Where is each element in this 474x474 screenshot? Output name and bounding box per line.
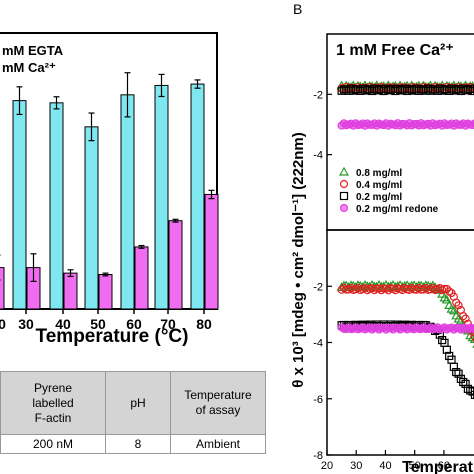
cd-xtick-label: 50 — [409, 460, 421, 472]
cd-legend-marker-0-4-mg-ml — [339, 179, 349, 189]
cd-bottom-point-0-4-mg-ml — [459, 311, 468, 321]
table-header-pyrene-text: Pyrene labelled F-actin — [32, 380, 74, 425]
table-header-ph-text: pH — [130, 395, 146, 410]
bar-x-tick-label-80: 80 — [196, 316, 212, 332]
bar-x-tick-label-50: 50 — [90, 316, 106, 332]
cd-bottom-point-0-2-mg-ml — [470, 390, 474, 400]
bar-egta-70 — [154, 84, 169, 310]
cd-bottom-point-0-4-mg-ml — [454, 301, 463, 310]
cd-xtick-label: 60 — [438, 460, 450, 472]
cd-top-point-0-2-mg-ml — [468, 86, 474, 96]
cd-legend-marker-0-8-mg-ml — [338, 166, 350, 176]
bar-marks — [0, 72, 219, 310]
cd-bottom-point-0-2-mg-ml — [440, 338, 449, 347]
cd-top-ytick-label: -4 — [313, 150, 323, 162]
cd-bottom-point-0-2-mg-ml — [454, 369, 463, 378]
cd-legend-marker-0-2-mg-ml — [339, 191, 349, 201]
bar-ca-50 — [98, 274, 113, 310]
cd-top-ytick-label: -2 — [313, 89, 323, 101]
bar-ca-partial — [0, 267, 5, 310]
cd-bottom-point-0-2-mg-ml — [449, 362, 458, 371]
cd-bottom-ytick-label: -8 — [313, 450, 323, 462]
cd-bottom-point-0-8-mg-ml — [441, 294, 452, 304]
panel-label-b: B — [293, 1, 302, 17]
cd-legend-label-0-2-mg-ml: 0.2 mg/ml — [356, 192, 402, 203]
table-header-ph: pH — [105, 371, 171, 435]
cd-bottom-point-0-2-mg-ml — [468, 387, 474, 396]
bar-ca-70 — [168, 220, 183, 310]
bar-egta-50 — [84, 126, 99, 310]
table-header-temperature-text: Temperature of assay — [184, 388, 252, 417]
cd-xtick-label: 40 — [379, 460, 391, 472]
bar-x-tick-label-70: 70 — [160, 316, 176, 332]
cd-bottom-point-0-8-mg-ml — [446, 303, 457, 313]
bar-egta-30 — [12, 100, 27, 310]
cd-chart: B -2-4-2-4-6-820 30 40 50 60 1 mM Free Ca²⁺ … — [290, 1, 474, 474]
table-cell-temperature: Ambient — [170, 434, 266, 454]
cd-annotation: 1 mM Free Ca²⁺ — [336, 42, 454, 59]
bar-x-tick-label-40: 40 — [55, 316, 71, 332]
bar-legend-entry-egta: mM EGTA — [2, 43, 64, 58]
bar-egta-80 — [190, 83, 205, 310]
cd-bottom-point-0-4-mg-ml — [442, 284, 451, 294]
bar-ca-80 — [204, 193, 219, 310]
cd-x-axis-label: Temperature — [402, 459, 474, 474]
cd-legend-label-0-8-mg-ml: 0.8 mg/ml — [356, 168, 402, 179]
cd-bottom-point-0-2-mg-ml — [463, 384, 472, 393]
table-cell-ph: 8 — [105, 434, 171, 454]
cd-bottom-point-0-2-mg-ml — [452, 367, 461, 377]
cd-axis-ticks: -2 -4 -2 -4 -6 -820 30 40 50 60 — [313, 89, 450, 472]
cd-legend-marker-0-2-mg-ml-redone — [339, 203, 349, 213]
cd-bottom-ytick-label: -6 — [313, 394, 323, 406]
bar-chart: 30 40 50 60 70 80 0 Temperature (°C) mM EGTA m… — [0, 32, 219, 347]
cd-legend: 0.8 mg/ml0.4 mg/ml0.2 mg/ml0.2 mg/ml red… — [338, 166, 439, 215]
cd-bottom-point-0-4-mg-ml — [461, 314, 470, 323]
cd-bottom-point-0-2-mg-ml — [442, 345, 451, 354]
bar-ca-60 — [134, 246, 149, 310]
table-cell-concentration: 200 nM — [0, 434, 106, 454]
bar-legend-entry-ca: mM Ca²⁺ — [2, 60, 56, 75]
cd-bottom-point-0-4-mg-ml — [470, 332, 474, 341]
bar-x-axis-label: Temperature (°C) — [36, 326, 189, 347]
cd-bottom-frame — [326, 229, 474, 456]
cd-legend-label-0-4-mg-ml: 0.4 mg/ml — [356, 180, 402, 191]
cd-bottom-point-0-8-mg-ml — [448, 305, 459, 315]
bar-egta-40 — [49, 102, 64, 310]
cd-top-point-0-2-mg-ml — [470, 84, 474, 93]
table-header-pyrene: Pyrene labelled F-actin — [0, 371, 106, 435]
table-header-temperature: Temperature of assay — [170, 371, 266, 435]
cd-y-axis-label: θ x 10³ [mdeg • cm² dmol⁻¹] (222nm) — [290, 132, 307, 387]
cd-data-points — [336, 80, 474, 400]
cd-bottom-ytick-label: -4 — [313, 338, 323, 350]
bar-x-tick-label-30: 30 — [18, 316, 34, 332]
bar-x-tick-label-partial: 0 — [0, 316, 6, 332]
cd-bottom-point-0-4-mg-ml — [445, 287, 454, 296]
cd-bottom-point-0-2-mg-ml — [438, 335, 447, 345]
cd-bottom-point-0-4-mg-ml — [440, 284, 449, 294]
bar-egta-60 — [120, 94, 135, 310]
assay-conditions-table: Pyrene labelled F-actin pH Temperature o… — [0, 371, 266, 454]
bar-x-ticks: 30 40 50 60 70 80 0 — [0, 309, 212, 332]
cd-bottom-ytick-label: -2 — [313, 281, 323, 293]
bar-ca-40 — [63, 272, 78, 310]
cd-legend-label-0-2-mg-ml-redone: 0.2 mg/ml redone — [356, 204, 439, 215]
cd-xtick-label: 20 — [321, 460, 333, 472]
cd-bottom-point-0-2-mg-ml — [459, 377, 468, 387]
bar-x-tick-label-60: 60 — [126, 316, 142, 332]
cd-xtick-label: 30 — [350, 460, 362, 472]
cd-bottom-point-0-2-mg-ml — [461, 379, 470, 388]
